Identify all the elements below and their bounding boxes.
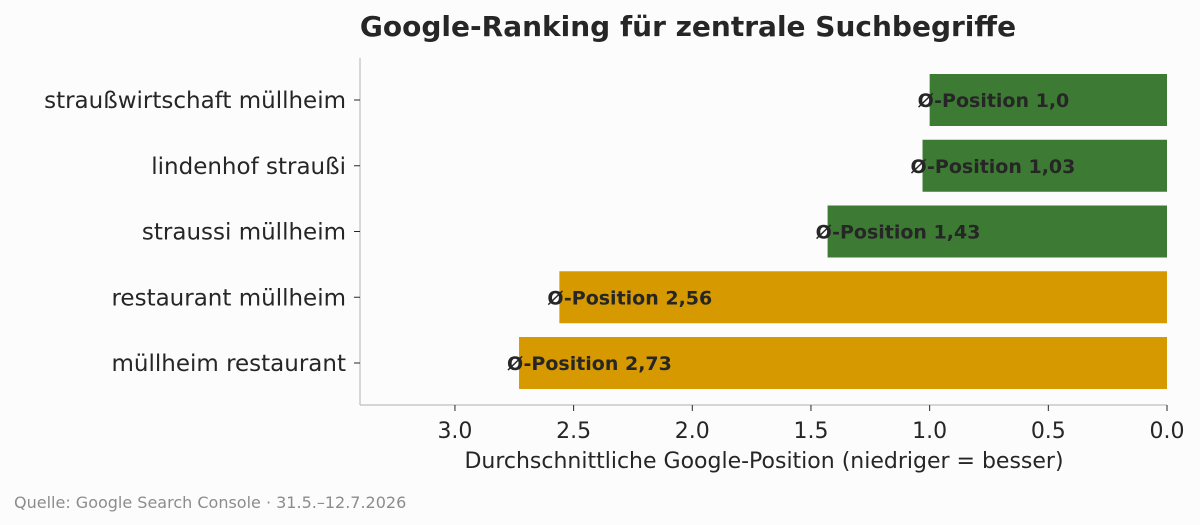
data-label: Ø-Position 2,56 [547,287,712,309]
x-tick-label: 0.0 [1150,419,1185,444]
x-tick-label: 2.0 [675,419,710,444]
axes-layer: straußwirtschaft müllheim lindenhof strau… [44,58,1185,444]
x-tick-label: 2.5 [556,419,591,444]
category-label: lindenhof straußi [151,154,346,180]
bar [827,205,1167,258]
x-tick-label: 1.0 [912,419,947,444]
category-label: straußwirtschaft müllheim [44,88,346,114]
data-label: Ø-Position 1,43 [816,222,981,244]
x-tick-label: 1.5 [793,419,828,444]
category-label: müllheim restaurant [111,351,346,377]
bar [519,337,1167,389]
bar [559,271,1167,324]
data-label: Ø-Position 1,03 [911,156,1076,178]
data-label: Ø-Position 2,73 [507,353,672,375]
category-label: restaurant müllheim [111,285,346,311]
source-note: Quelle: Google Search Console · 31.5.–12… [14,493,406,512]
bar [929,74,1167,126]
x-tick-label: 3.0 [437,419,472,444]
data-label: Ø-Position 1,0 [918,90,1070,112]
x-axis-title: Durchschnittliche Google-Position (niedr… [464,449,1063,474]
chart-title: Google-Ranking für zentrale Suchbegriffe [360,10,1016,43]
bars-layer [519,74,1167,389]
data-labels-layer: Ø-Position 1,0 Ø-Position 1,03 Ø-Position … [507,90,1075,375]
category-label: straussi müllheim [142,220,346,246]
x-tick-label: 0.5 [1031,419,1066,444]
bar [922,139,1167,192]
